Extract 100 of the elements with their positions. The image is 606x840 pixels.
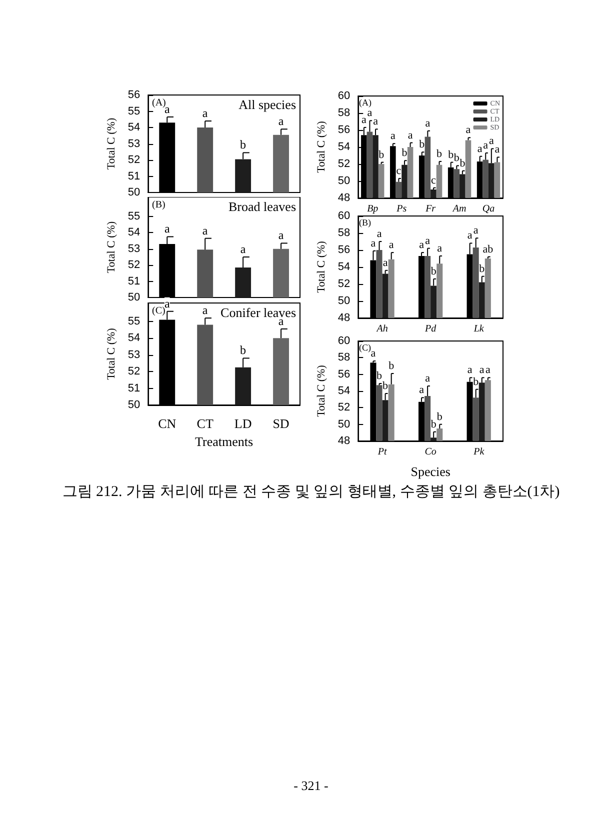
data-label: b [436,410,443,423]
data-label: b [388,360,395,372]
caption: 그림 212. 가뭄 처리에 따른 전 수종 및 잎의 형태별, 수종별 잎의 총탄소(1차) [61,483,561,501]
annotation: All species [238,97,296,112]
data-label: b [454,152,460,164]
data-label: a [494,144,500,156]
data-label: a [479,364,484,376]
data-label: a [425,372,430,384]
data-label: c [396,164,402,177]
data-label: b [460,157,466,170]
y-tick-label: 55 [128,105,140,118]
data-label: b [382,380,389,392]
x-tick-label: Pd [424,324,438,334]
y-axis-title: Total C (%) [106,221,118,274]
y-tick-label: 55 [128,210,140,222]
y-axis-title: Total C (%) [106,118,118,170]
y-tick-label: 54 [338,141,350,153]
data-label: a [164,222,170,236]
data-label: a [278,114,284,128]
data-label: b [402,147,408,160]
data-label: a [390,130,396,142]
y-tick-label: 55 [128,315,140,328]
y-tick-label: 58 [338,107,350,119]
data-label: a [466,124,471,136]
annotation: (A) [359,98,372,108]
data-label: a [376,228,382,240]
y-tick-label: 48 [338,312,350,324]
x-tick-label: Qa [482,204,495,214]
y-tick-label: 50 [338,295,350,307]
y-tick-label: 50 [338,418,350,430]
data-label: a [202,223,208,238]
y-tick-label: 51 [128,382,140,394]
y-axis-title: Total C (%) [316,240,328,293]
data-label: b [448,148,454,161]
x-tick-label: LD [234,416,252,431]
data-label: ab [482,243,494,256]
x-tick-label: SD [272,416,290,431]
data-label: a [361,114,366,126]
y-tick-label: 53 [128,138,140,150]
y-tick-label: 56 [128,89,140,101]
y-tick-label: 56 [338,368,350,380]
x-tick-label: Ps [396,204,407,214]
data-label: a [488,135,494,148]
data-label: a [485,364,490,376]
y-tick-label: 48 [338,192,350,204]
data-label: a [425,117,430,130]
data-label: a [473,224,478,237]
y-tick-label: 60 [338,90,350,102]
data-label: a [419,239,424,252]
data-label: a [382,256,388,269]
annotation: (C) [152,306,166,316]
data-label: a [483,139,488,152]
data-label: a [477,142,482,155]
data-label: a [164,102,170,116]
y-tick-label: 56 [338,244,350,256]
data-label: a [202,303,208,318]
y-tick-label: 52 [338,402,350,414]
y-tick-label: 52 [338,278,350,290]
data-label: c [431,174,436,186]
y-tick-label: 54 [338,261,350,273]
data-label: b [240,343,246,358]
x-tick-label: CT [196,416,214,431]
y-tick-label: 54 [128,122,140,134]
text: - 321 - [292,778,330,794]
x-tick-label: Co [424,446,436,458]
x-axis-title: Treatments [195,434,254,449]
data-label: a [202,106,208,120]
y-tick-label: 52 [338,158,350,170]
x-tick-label: Pt [376,446,387,458]
x-tick-label: CN [158,416,177,431]
y-axis-title: Total C (%) [316,364,328,417]
x-axis-title: Species [410,464,450,479]
y-tick-label: 54 [128,226,140,239]
y-tick-label: 60 [338,335,350,347]
data-label: a [373,116,378,128]
y-tick-label: 58 [338,352,350,364]
data-label: a [388,239,394,252]
y-tick-label: 52 [128,366,140,378]
annotation: (C) [359,342,371,352]
data-label: b [430,418,437,430]
y-axis-title: Total C (%) [106,328,118,380]
data-label: b [430,265,437,278]
data-label: b [436,148,443,160]
y-tick-label: 50 [128,186,140,198]
data-label: b [479,262,486,275]
data-label: a [467,364,472,376]
y-tick-label: 50 [128,292,140,304]
data-label: a [370,237,376,250]
x-tick-label: Bp [367,204,378,214]
x-tick-label: Am [452,204,466,214]
y-tick-label: 52 [128,154,140,166]
data-label: b [378,148,385,161]
y-tick-label: 60 [338,210,350,222]
data-label: a [467,230,472,242]
y-tick-label: 53 [128,348,140,361]
x-tick-label: Fr [424,204,436,214]
y-tick-label: 53 [128,242,140,255]
y-tick-label: 48 [338,435,350,447]
data-label: a [370,348,376,360]
annotation: (A) [152,98,166,108]
